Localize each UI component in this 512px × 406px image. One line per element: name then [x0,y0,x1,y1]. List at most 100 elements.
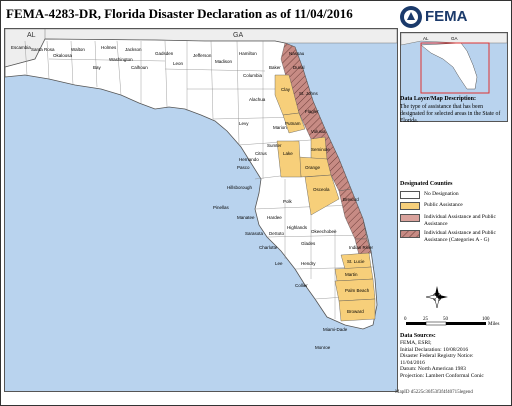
county-label: Sarasota [245,231,264,236]
scale-tick-label: 25 [423,317,429,322]
county-label: St. Johns [299,91,319,96]
county-lake [276,140,302,178]
legend-heading: Designated Counties [400,181,453,187]
county-label: Orange [305,165,321,170]
legend-label: Public Assistance [424,202,463,208]
county-label: St. Lucie [347,259,365,264]
county-label: Pasco [237,165,250,170]
county-label: Clay [281,87,291,92]
county-label: Seminole [311,147,330,152]
legend-swatch [400,202,420,210]
north-arrow-icon [426,286,448,308]
county-label: Washington [109,57,133,62]
county-label: Calhoun [131,65,148,70]
county-label: Pinellas [213,205,230,210]
scale-tick-label: 100 [482,317,490,322]
county-label: Monroe [315,345,331,350]
state-label-al: AL [27,32,36,39]
sources-text: FEMA, ESRI; Initial Declaration: 10/08/2… [400,340,508,379]
county-label: Glades [301,241,316,246]
county-label: Leon [173,61,184,66]
source-line: Datum: North American 1983 [400,366,466,372]
county-label: Martin [345,272,358,277]
county-label: Manatee [237,215,255,220]
scale-bar-graphic: 0 25 50 100 Miles [404,317,499,327]
county-label: Levy [239,121,249,126]
scale-tick-label: 50 [443,317,449,322]
florida-map: AL GA Escambia [4,28,398,392]
county-label: Alachua [249,97,266,102]
county-label: Okaloosa [53,53,73,58]
county-labels: Escambia Santa Rosa Okaloosa Walton Holm… [11,45,374,350]
county-indian-river [354,238,372,256]
county-label: Hendry [301,261,316,266]
county-label: Collier [295,283,308,288]
county-label: Indian River [349,245,374,250]
inset-state-label-ga: GA [451,36,458,41]
county-label: Bay [93,65,102,70]
county-label: Duval [293,65,305,70]
agency-name: FEMA [425,8,468,25]
fema-logo-seal-icon [400,6,422,28]
inset-locator-svg: AL GA [401,33,507,94]
sources-heading: Data Sources: [400,333,436,339]
map-id: MapID d5225c36f53f3f4f40715legend [395,390,473,395]
legend-swatch [400,214,420,222]
county-label: Polk [283,199,293,204]
county-boundaries [24,40,376,319]
scale-bar: 0 25 50 100 Miles [400,314,508,330]
county-label: DeSoto [269,231,285,236]
county-label: Putnam [285,121,301,126]
inset-locator-map: AL GA [400,32,508,122]
county-label: Lee [275,261,283,266]
county-label: Holmes [101,45,117,50]
county-label: Brevard [343,197,359,202]
county-label: Gadsden [155,51,174,56]
county-label: Osceola [313,187,330,192]
legend-label: Individual Assistance and Public Assista… [424,214,496,227]
county-label: Marion [273,125,287,130]
county-label: Escambia [11,45,31,50]
county-label: Baker [269,65,281,70]
county-label: Broward [347,309,364,314]
county-label: Sumter [267,143,282,148]
county-label: Walton [71,47,85,52]
inset-extent-box [420,42,490,94]
county-label: Madison [215,59,233,64]
county-label: Miami-Dade [323,327,348,332]
source-line: FEMA, ESRI; [400,340,432,346]
county-label: Highlands [287,225,308,230]
source-line: Initial Declaration: 10/08/2016 [400,346,469,353]
description-text: The type of assistance that has been des… [400,104,501,124]
legend-swatch-hatched [400,230,420,238]
county-label: Flagler [305,109,319,114]
state-label-ga: GA [233,32,243,39]
county-label: Jackson [125,47,142,52]
county-label: Palm Beach [345,288,370,293]
inset-state-label-al: AL [423,36,429,41]
county-label: Volusia [311,129,326,134]
county-label: Hillsborough [227,185,253,190]
county-label: Hamilton [239,51,257,56]
county-label: Citrus [255,151,268,156]
source-line: Projection: Lambert Conformal Conic [400,372,484,379]
side-panel: AL GA Data Layer/Map Description: The ty… [400,28,508,390]
scale-unit: Miles [488,322,499,327]
county-label: Columbia [243,73,263,78]
description-heading: Data Layer/Map Description: [400,96,476,102]
legend-label: Individual Assistance and Public Assista… [424,230,496,243]
county-label: Jefferson [193,53,212,58]
map-title: FEMA-4283-DR, Florida Disaster Declarati… [6,6,353,21]
source-line: Disaster Federal Registry Notice: [400,353,474,359]
county-label: Nassau [289,51,305,56]
county-osceola [304,174,340,216]
county-label: Santa Rosa [31,47,55,52]
county-broward [338,298,376,322]
county-label: Hernando [239,157,259,162]
county-putnam [282,112,306,134]
county-label: Okeechobee [311,229,337,234]
legend-swatch [400,191,420,199]
florida-map-svg: AL GA Escambia [5,29,397,350]
county-label: Charlotte [259,245,278,250]
legend-label: No Designation [424,191,459,197]
